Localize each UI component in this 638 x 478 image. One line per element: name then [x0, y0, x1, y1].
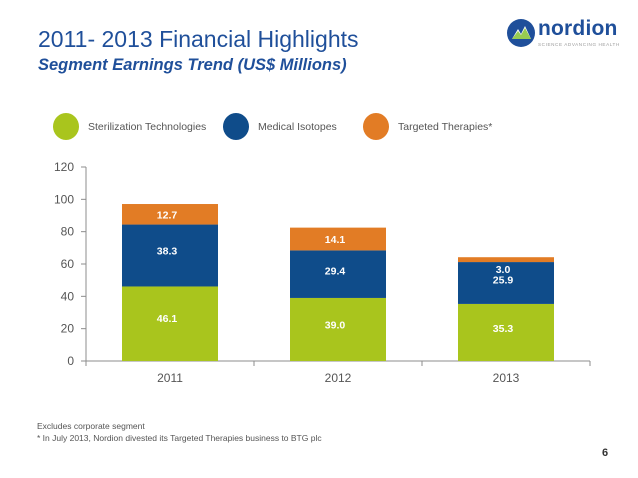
y-tick-label: 20	[61, 322, 75, 336]
bar-segment	[458, 262, 554, 304]
data-label: 14.1	[325, 234, 346, 246]
legend-swatch-sterilization	[53, 113, 79, 140]
bar-segment	[290, 250, 386, 298]
bar-segment	[122, 286, 218, 361]
y-tick-label: 60	[61, 257, 75, 271]
footnote-divestiture: * In July 2013, Nordion divested its Tar…	[37, 433, 322, 443]
bar-segment	[458, 257, 554, 263]
x-tick-label: 2011	[157, 371, 183, 385]
legend-label-medical-isotopes: Medical Isotopes	[258, 121, 337, 133]
y-tick-label: 100	[54, 192, 74, 206]
data-label: 29.4	[325, 265, 346, 277]
nordion-logo-icon	[507, 19, 535, 47]
x-tick-label: 2012	[325, 371, 352, 385]
nordion-logo: nordion SCIENCE ADVANCING HEALTH	[506, 17, 620, 52]
y-tick-label: 0	[67, 354, 74, 368]
page-title: 2011- 2013 Financial Highlights	[38, 26, 359, 52]
y-tick-label: 80	[61, 225, 75, 239]
data-label: 12.7	[157, 209, 178, 221]
legend-swatch-targeted-therapies	[363, 113, 389, 140]
legend-label-sterilization: Sterilization Technologies	[88, 121, 207, 133]
logo-wordmark: nordion	[538, 17, 618, 40]
bar-segment	[458, 303, 554, 361]
data-label: 25.9	[493, 275, 514, 287]
page-subtitle: Segment Earnings Trend (US$ Millions)	[38, 56, 347, 74]
logo-tagline: SCIENCE ADVANCING HEALTH	[538, 42, 620, 47]
data-label: 38.3	[157, 246, 178, 258]
data-label: 46.1	[157, 313, 178, 325]
footnote-corporate: Excludes corporate segment	[37, 421, 145, 431]
legend-label-targeted-therapies: Targeted Therapies*	[398, 121, 493, 133]
bar-segment	[122, 204, 218, 225]
bar-segment	[290, 227, 386, 251]
y-tick-label: 40	[61, 289, 75, 303]
data-label: 35.3	[493, 323, 514, 335]
page-number: 6	[602, 447, 609, 459]
bar-segment	[290, 297, 386, 361]
data-label: 39.0	[325, 319, 346, 331]
legend-swatch-medical-isotopes	[223, 113, 249, 140]
data-label: 3.0	[496, 264, 511, 276]
x-tick-label: 2013	[493, 371, 520, 385]
y-tick-label: 120	[54, 160, 74, 174]
bar-segment	[122, 224, 218, 287]
